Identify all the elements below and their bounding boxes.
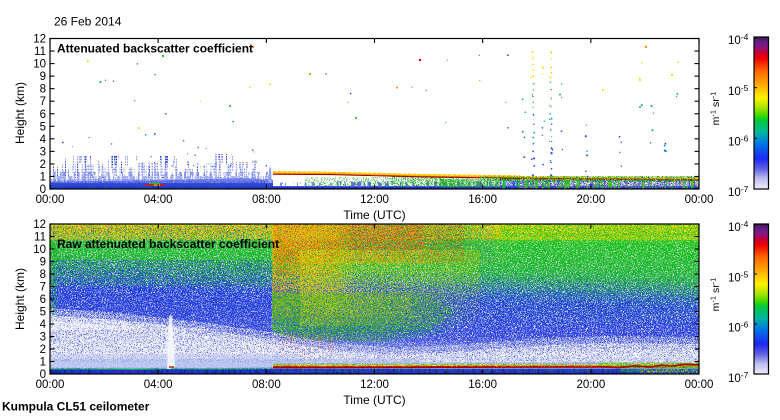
svg-text:9: 9 [40, 257, 46, 269]
svg-text:12:00: 12:00 [360, 194, 389, 206]
svg-text:Kumpula CL51 ceilometer: Kumpula CL51 ceilometer [2, 400, 150, 414]
svg-text:3: 3 [40, 146, 46, 158]
svg-text:m-1 sr-1: m-1 sr-1 [709, 278, 723, 312]
svg-text:4: 4 [40, 134, 47, 146]
svg-text:Height (km): Height (km) [13, 268, 27, 330]
svg-text:Time (UTC): Time (UTC) [343, 393, 405, 407]
svg-text:10-5: 10-5 [728, 83, 749, 98]
svg-text:10-5: 10-5 [728, 269, 749, 284]
svg-text:4: 4 [40, 319, 47, 331]
svg-text:26 Feb 2014: 26 Feb 2014 [54, 15, 122, 29]
svg-text:12: 12 [33, 34, 46, 46]
svg-text:20:00: 20:00 [576, 194, 605, 206]
svg-text:1: 1 [40, 357, 46, 369]
svg-text:08:00: 08:00 [252, 379, 281, 391]
svg-text:Time (UTC): Time (UTC) [343, 208, 405, 222]
svg-text:11: 11 [34, 46, 46, 58]
svg-text:00:00: 00:00 [685, 379, 714, 391]
svg-text:0: 0 [40, 369, 46, 381]
svg-text:Attenuated backscatter coeffic: Attenuated backscatter coefficient [57, 42, 253, 56]
svg-text:m-1 sr-1: m-1 sr-1 [709, 92, 723, 126]
svg-text:08:00: 08:00 [252, 194, 281, 206]
svg-text:8: 8 [40, 269, 46, 281]
svg-text:00:00: 00:00 [36, 194, 65, 206]
svg-text:10-6: 10-6 [728, 320, 749, 335]
svg-text:00:00: 00:00 [36, 379, 65, 391]
svg-text:7: 7 [40, 96, 46, 108]
svg-text:Raw attenuated backscatter coe: Raw attenuated backscatter coefficient [57, 237, 279, 251]
svg-text:5: 5 [40, 307, 46, 319]
svg-text:16:00: 16:00 [468, 379, 497, 391]
svg-text:04:00: 04:00 [144, 379, 173, 391]
svg-text:00:00: 00:00 [685, 194, 714, 206]
svg-text:6: 6 [40, 294, 46, 306]
svg-text:10: 10 [33, 244, 46, 256]
svg-text:5: 5 [40, 121, 46, 133]
svg-text:10: 10 [33, 59, 46, 71]
svg-text:2: 2 [40, 344, 46, 356]
svg-text:11: 11 [34, 232, 46, 244]
svg-text:10-7: 10-7 [728, 184, 749, 199]
svg-text:8: 8 [40, 84, 46, 96]
svg-text:10-6: 10-6 [728, 134, 749, 149]
svg-text:10-4: 10-4 [728, 32, 749, 47]
svg-text:10-4: 10-4 [728, 219, 749, 234]
svg-text:0: 0 [40, 184, 46, 196]
svg-text:Height (km): Height (km) [13, 82, 27, 144]
svg-text:1: 1 [40, 171, 46, 183]
svg-text:10-7: 10-7 [728, 370, 749, 385]
svg-text:20:00: 20:00 [576, 379, 605, 391]
svg-text:12:00: 12:00 [360, 379, 389, 391]
svg-text:3: 3 [40, 332, 46, 344]
svg-text:2: 2 [40, 159, 46, 171]
svg-text:16:00: 16:00 [468, 194, 497, 206]
svg-text:12: 12 [33, 219, 46, 231]
svg-text:6: 6 [40, 109, 46, 121]
svg-text:9: 9 [40, 71, 46, 83]
svg-text:04:00: 04:00 [144, 194, 173, 206]
svg-text:7: 7 [40, 282, 46, 294]
